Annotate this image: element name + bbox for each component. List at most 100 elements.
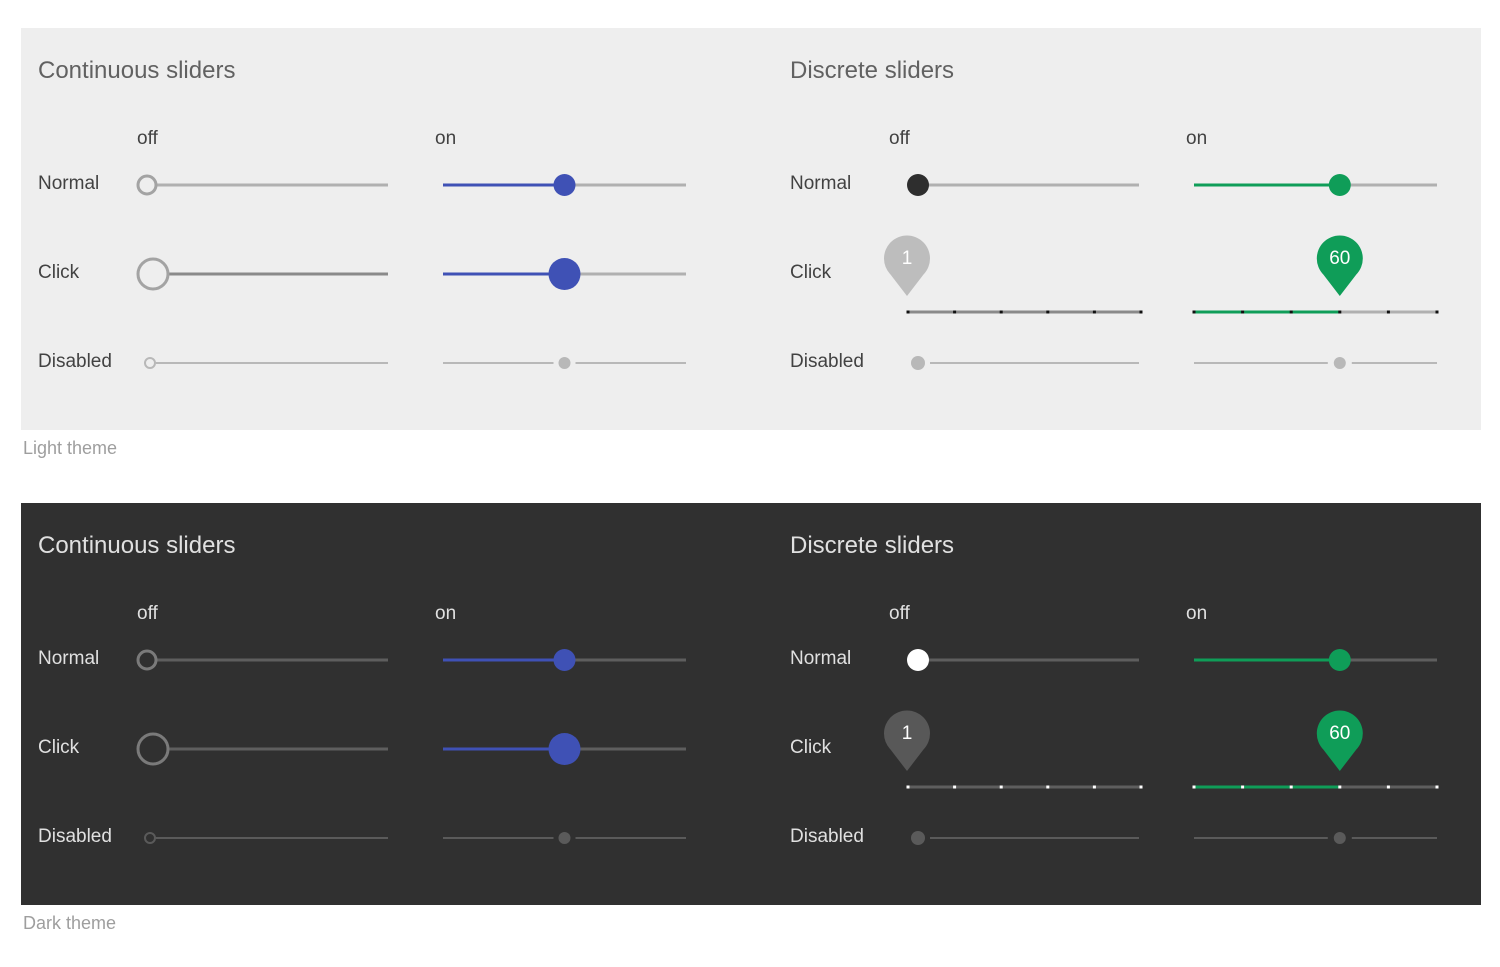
slider-off-click[interactable]: 1 xyxy=(884,710,1149,799)
slider-thumb xyxy=(553,649,576,671)
slider-on-click[interactable]: 60 xyxy=(1184,710,1447,799)
slider-tick xyxy=(1338,785,1342,789)
slider-tick xyxy=(953,785,957,789)
slider-off-normal[interactable] xyxy=(886,165,1149,205)
slider-tick xyxy=(1092,785,1096,789)
row-label-disabled: Disabled xyxy=(38,351,112,372)
slider-value-label: 1 xyxy=(902,723,913,744)
slider-thumb xyxy=(907,649,929,671)
slider-tick xyxy=(1338,310,1342,314)
light-theme-caption: Light theme xyxy=(23,438,118,458)
row-label-click: Click xyxy=(38,262,80,283)
slider-value-label: 60 xyxy=(1329,723,1350,744)
slider-tick xyxy=(1192,785,1196,789)
slider-thumb xyxy=(1328,174,1351,196)
on-column-label: on xyxy=(435,603,457,624)
slider-on-disabled xyxy=(433,343,696,383)
section-title: Continuous sliders xyxy=(38,57,236,84)
section-title: Discrete sliders xyxy=(790,532,955,559)
slider-on-normal[interactable] xyxy=(1184,640,1447,680)
slider-tick xyxy=(1046,785,1050,789)
slider-thumb xyxy=(911,356,925,370)
off-column-label: off xyxy=(137,603,158,624)
slider-thumb xyxy=(136,257,170,291)
row-label-disabled: Disabled xyxy=(790,826,864,847)
slider-thumb xyxy=(144,357,156,369)
slider-on-click[interactable] xyxy=(433,254,696,294)
slider-tick xyxy=(1046,310,1050,314)
slider-tick xyxy=(1386,310,1390,314)
slider-off-click[interactable]: 1 xyxy=(884,235,1149,324)
slider-thumb xyxy=(1333,832,1346,844)
slider-thumb xyxy=(136,174,158,196)
slider-on-normal[interactable] xyxy=(433,640,696,680)
row-label-click: Click xyxy=(790,262,832,283)
off-column-label: off xyxy=(889,603,910,624)
slider-on-disabled xyxy=(433,818,696,858)
slider-value-bubble xyxy=(884,235,930,296)
slider-off-click[interactable] xyxy=(135,729,398,769)
slider-off-disabled xyxy=(135,343,398,383)
slider-tick xyxy=(1192,310,1196,314)
row-label-normal: Normal xyxy=(38,173,100,194)
slider-tick xyxy=(999,785,1003,789)
slider-off-click[interactable] xyxy=(135,254,398,294)
on-column-label: on xyxy=(1186,603,1208,624)
slider-tick xyxy=(1289,310,1293,314)
slider-tick xyxy=(1139,785,1143,789)
slider-tick xyxy=(1241,785,1245,789)
row-label-disabled: Disabled xyxy=(790,351,864,372)
slider-on-disabled xyxy=(1184,818,1447,858)
row-label-click: Click xyxy=(38,737,80,758)
off-column-label: off xyxy=(137,128,158,149)
slider-thumb xyxy=(907,174,929,196)
slider-tick xyxy=(1092,310,1096,314)
slider-value-bubble xyxy=(884,710,930,771)
slider-thumb xyxy=(1333,357,1346,369)
slider-thumb xyxy=(558,832,571,844)
slider-off-normal[interactable] xyxy=(135,640,398,680)
slider-off-disabled xyxy=(135,818,398,858)
slider-tick xyxy=(1435,310,1439,314)
slider-tick xyxy=(906,785,910,789)
slider-thumb xyxy=(144,832,156,844)
slider-off-disabled xyxy=(886,818,1149,858)
slider-tick xyxy=(1289,785,1293,789)
slider-tick xyxy=(1435,785,1439,789)
dark-theme-caption: Dark theme xyxy=(23,913,117,933)
off-column-label: off xyxy=(889,128,910,149)
on-column-label: on xyxy=(1186,128,1208,149)
light-theme-panel: Continuous sliders off on Normal Click D… xyxy=(21,28,1481,430)
slider-value-bubble xyxy=(1316,235,1363,296)
slider-on-normal[interactable] xyxy=(1184,165,1447,205)
slider-tick xyxy=(906,310,910,314)
slider-tick xyxy=(999,310,1003,314)
row-label-normal: Normal xyxy=(790,173,852,194)
slider-thumb xyxy=(558,357,571,369)
slider-tick xyxy=(953,310,957,314)
slider-tick xyxy=(1241,310,1245,314)
slider-off-disabled xyxy=(886,343,1149,383)
slider-thumb xyxy=(548,258,581,290)
slider-thumb xyxy=(1328,649,1351,671)
slider-on-disabled xyxy=(1184,343,1447,383)
slider-off-normal[interactable] xyxy=(135,165,398,205)
row-label-normal: Normal xyxy=(790,648,852,669)
section-title: Continuous sliders xyxy=(38,532,236,559)
slider-tick xyxy=(1386,785,1390,789)
on-column-label: on xyxy=(435,128,457,149)
slider-off-normal[interactable] xyxy=(886,640,1149,680)
section-title: Discrete sliders xyxy=(790,57,955,84)
slider-on-click[interactable]: 60 xyxy=(1184,235,1447,324)
slider-value-label: 60 xyxy=(1329,248,1350,269)
dark-theme-panel: Continuous sliders off on Normal Click D… xyxy=(21,503,1481,905)
row-label-normal: Normal xyxy=(38,648,100,669)
slider-on-click[interactable] xyxy=(433,729,696,769)
slider-thumb xyxy=(136,649,158,671)
slider-value-label: 1 xyxy=(902,248,913,269)
slider-thumb xyxy=(553,174,576,196)
slider-thumb xyxy=(548,733,581,765)
slider-on-normal[interactable] xyxy=(433,165,696,205)
slider-thumb xyxy=(136,732,170,766)
row-label-disabled: Disabled xyxy=(38,826,112,847)
